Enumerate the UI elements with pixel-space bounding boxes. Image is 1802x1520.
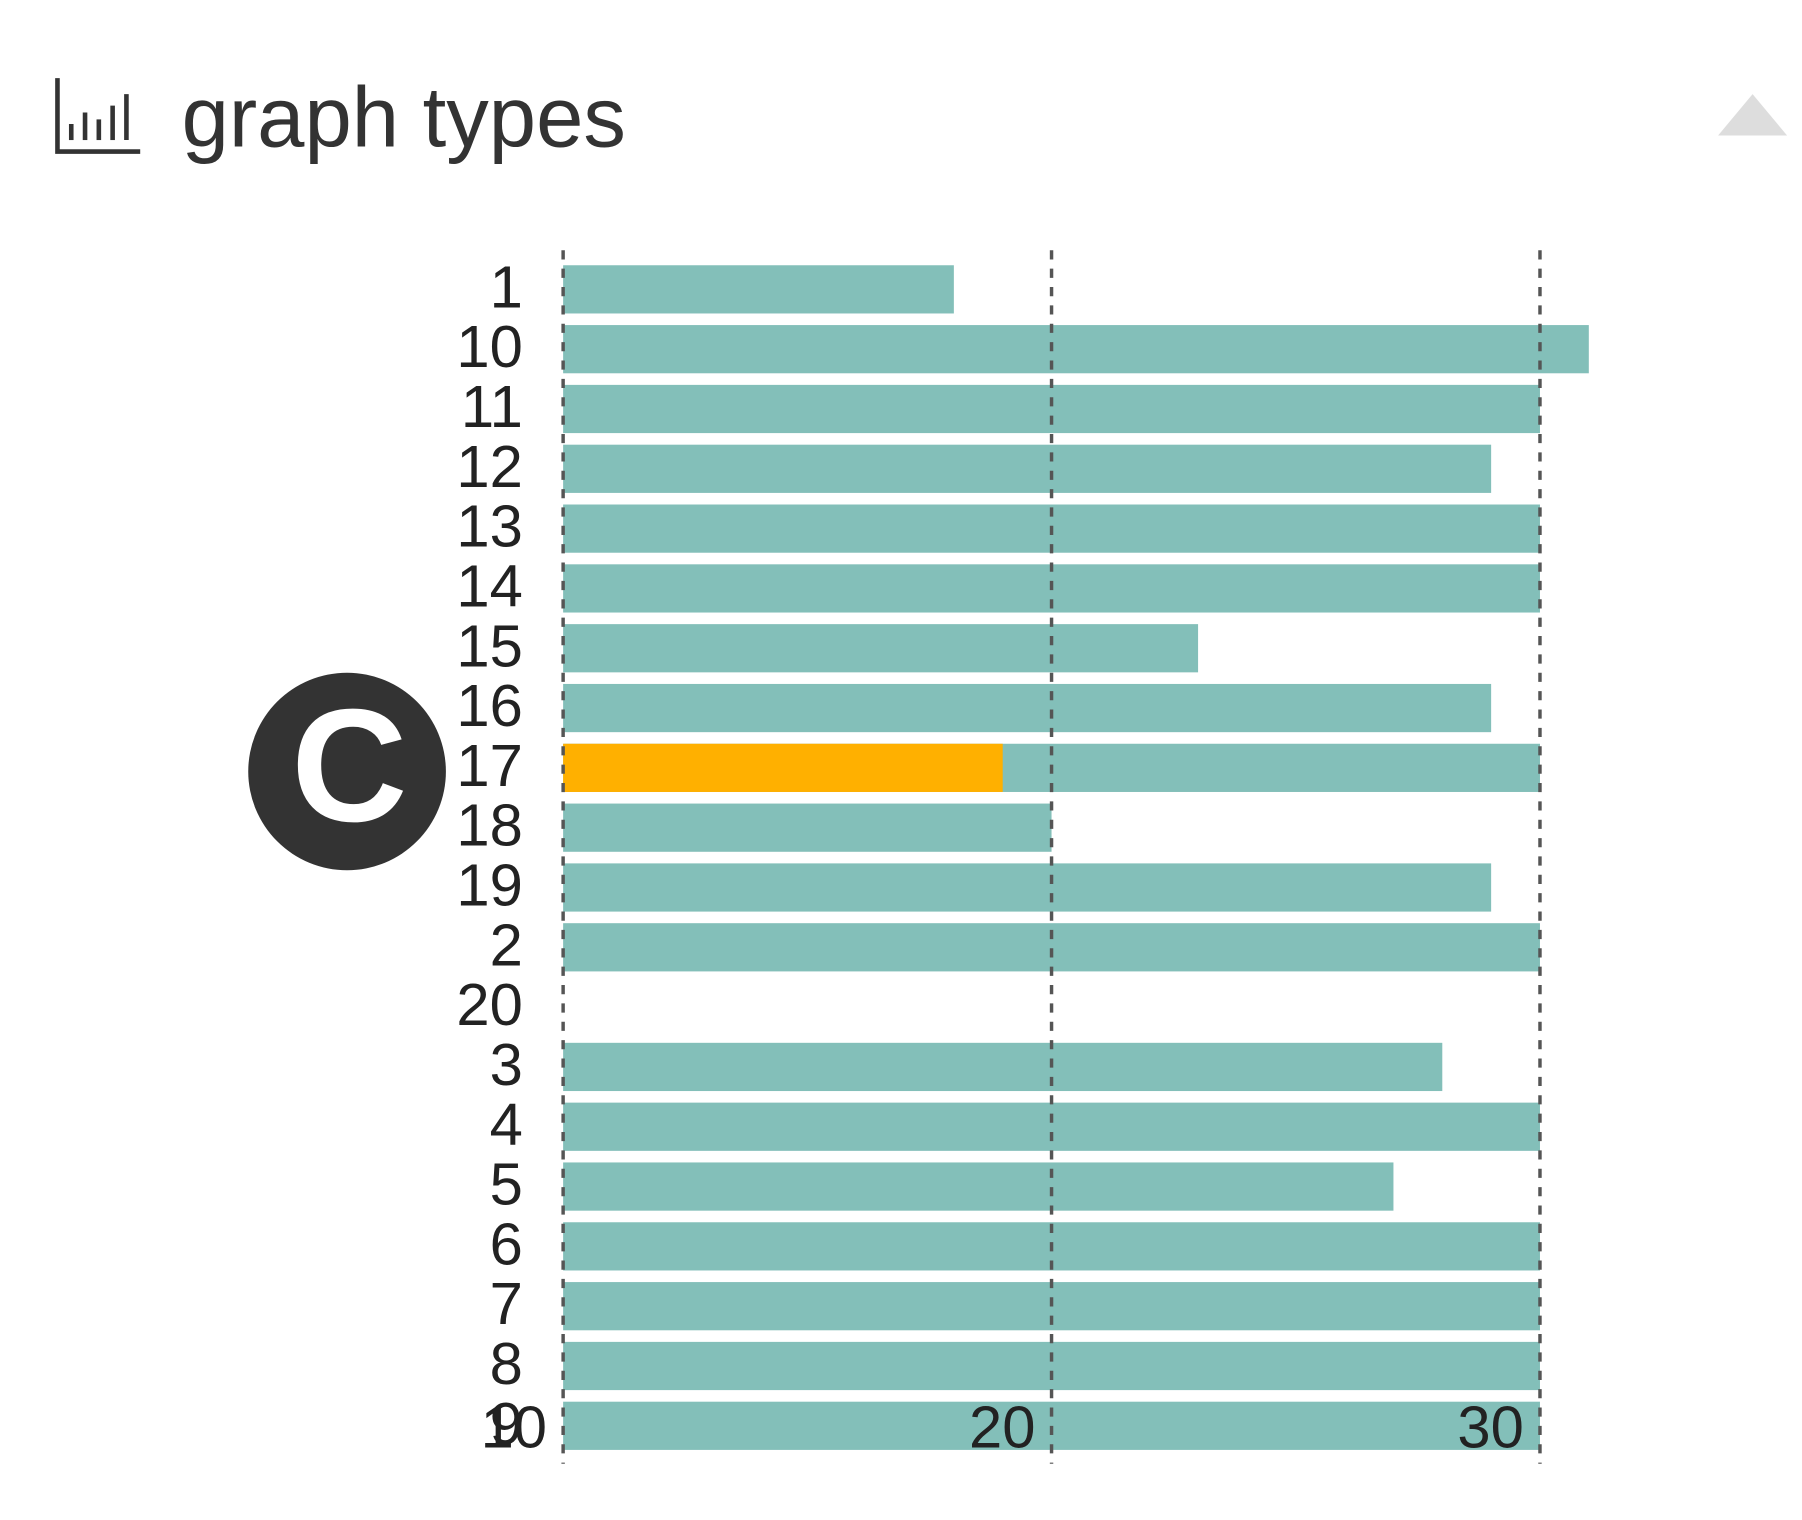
y-tick-label: 13 [456,493,522,560]
x-tick-label: 30 [1457,1393,1523,1460]
bar [563,803,1052,852]
y-tick-label: 12 [456,433,522,500]
x-tick-label: 20 [969,1393,1035,1460]
bar [563,1042,1443,1092]
panel-title: graph types [182,70,626,165]
y-tick-label: 6 [490,1210,523,1277]
bar [563,444,1492,493]
chart-icon [55,78,141,154]
y-tick-label: 8 [490,1330,523,1397]
bar [563,325,1589,374]
bar [563,1341,1540,1391]
y-tick-label: 10 [456,313,522,380]
collapse-toggle[interactable] [1718,94,1788,136]
x-tick-label: 10 [481,1393,547,1460]
y-tick-label: 9 [490,1390,523,1457]
y-tick-label: 1 [490,253,523,320]
y-tick-label: 20 [456,971,522,1038]
bar [563,624,1199,673]
bar [563,1162,1394,1211]
y-tick-label: 18 [456,792,522,859]
bar [563,1102,1540,1151]
bar [563,743,1003,792]
y-tick-label: 16 [456,672,522,739]
y-tick-label: 3 [490,1031,523,1098]
y-tick-label: 5 [490,1151,523,1218]
y-tick-label: 14 [456,553,522,620]
y-tick-label: 19 [456,852,522,919]
badge-label: C [291,676,407,856]
badge [248,672,446,871]
bar [563,683,1492,733]
bar [563,384,1540,434]
y-tick-label: 17 [456,732,522,799]
y-tick-label: 15 [456,612,522,679]
y-tick-label: 7 [490,1270,523,1337]
bar [563,863,1492,912]
bar [563,265,954,314]
y-tick-label: 11 [461,373,523,440]
y-tick-label: 2 [490,911,523,978]
y-tick-label: 4 [490,1091,523,1158]
